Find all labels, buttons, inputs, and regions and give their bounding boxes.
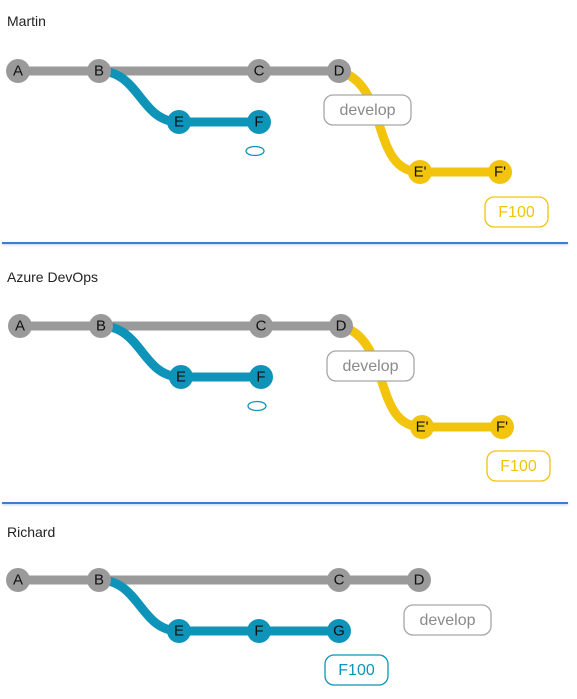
tag-develop: develop xyxy=(323,94,412,126)
svg-text:D: D xyxy=(414,572,425,589)
svg-text:E: E xyxy=(176,369,186,386)
edge-d-e2 xyxy=(339,321,423,432)
node-c: C xyxy=(327,568,351,592)
node-b: B xyxy=(87,59,111,83)
panel-separator xyxy=(2,242,568,244)
node-e: E xyxy=(169,365,193,389)
tag-f100: F100 xyxy=(486,450,551,482)
svg-text:F: F xyxy=(254,114,263,131)
svg-text:E: E xyxy=(174,623,184,640)
edge-b-e xyxy=(100,321,182,382)
panel-title: Richard xyxy=(7,524,56,540)
svg-text:E': E' xyxy=(414,164,427,181)
svg-text:F100: F100 xyxy=(498,204,535,221)
svg-text:B: B xyxy=(96,318,106,335)
node-c: C xyxy=(249,314,273,338)
node-g: G xyxy=(327,619,351,643)
tag-develop: develop xyxy=(403,604,492,636)
svg-text:A: A xyxy=(13,63,23,80)
svg-text:C: C xyxy=(334,572,345,589)
edge-b-e xyxy=(98,66,180,127)
orphan-marker xyxy=(245,145,265,157)
edge-b-e xyxy=(98,575,180,636)
svg-text:C: C xyxy=(254,63,265,80)
node-d: D xyxy=(329,314,353,338)
svg-text:F100: F100 xyxy=(500,458,537,475)
node-d: D xyxy=(327,59,351,83)
node-f: F xyxy=(249,365,273,389)
tag-f100: F100 xyxy=(484,196,549,228)
node-b: B xyxy=(87,568,111,592)
svg-text:A: A xyxy=(13,572,23,589)
svg-text:F: F xyxy=(254,623,263,640)
node-e: E xyxy=(167,110,191,134)
panel-separator xyxy=(2,502,568,504)
orphan-marker xyxy=(247,400,267,412)
node-e-prime: E' xyxy=(410,415,434,439)
node-d: D xyxy=(407,568,431,592)
node-a: A xyxy=(8,314,32,338)
tag-develop: develop xyxy=(326,350,415,382)
svg-text:E: E xyxy=(174,114,184,131)
svg-text:develop: develop xyxy=(339,102,395,119)
svg-text:F': F' xyxy=(494,164,506,181)
git-graph-martin: A B C D E F E' F' develop F100 xyxy=(6,59,549,228)
node-b: B xyxy=(89,314,113,338)
svg-text:G: G xyxy=(333,623,345,640)
svg-text:develop: develop xyxy=(342,358,398,375)
tag-f100: F100 xyxy=(324,654,389,686)
node-f: F xyxy=(247,110,271,134)
node-e: E xyxy=(167,619,191,643)
node-f-prime: F' xyxy=(488,160,512,184)
edge-d-e2 xyxy=(337,66,421,177)
node-c: C xyxy=(247,59,271,83)
node-f-prime: F' xyxy=(490,415,514,439)
panel-richard: Richard A B C D E F G develop F100 xyxy=(0,510,577,699)
panel-title: Azure DevOps xyxy=(7,269,99,285)
svg-text:develop: develop xyxy=(419,612,475,629)
svg-text:F100: F100 xyxy=(338,662,375,679)
svg-text:E': E' xyxy=(416,419,429,436)
git-graph-azure-devops: A B C D E F E' F' develop F100 xyxy=(8,314,551,482)
node-e-prime: E' xyxy=(408,160,432,184)
panel-title: Martin xyxy=(7,13,46,29)
panel-martin: Martin A B C D E F E' F' develop xyxy=(0,0,577,243)
node-f: F xyxy=(247,619,271,643)
node-a: A xyxy=(6,59,30,83)
svg-text:A: A xyxy=(15,318,25,335)
svg-text:D: D xyxy=(336,318,347,335)
svg-text:F: F xyxy=(256,369,265,386)
svg-text:B: B xyxy=(94,63,104,80)
svg-text:B: B xyxy=(94,572,104,589)
node-a: A xyxy=(6,568,30,592)
panel-azure-devops: Azure DevOps A B C D E F E' F' develop F… xyxy=(0,256,577,501)
git-graph-richard: A B C D E F G develop F100 xyxy=(6,568,492,686)
svg-text:C: C xyxy=(256,318,267,335)
svg-text:F': F' xyxy=(496,419,508,436)
svg-text:D: D xyxy=(334,63,345,80)
